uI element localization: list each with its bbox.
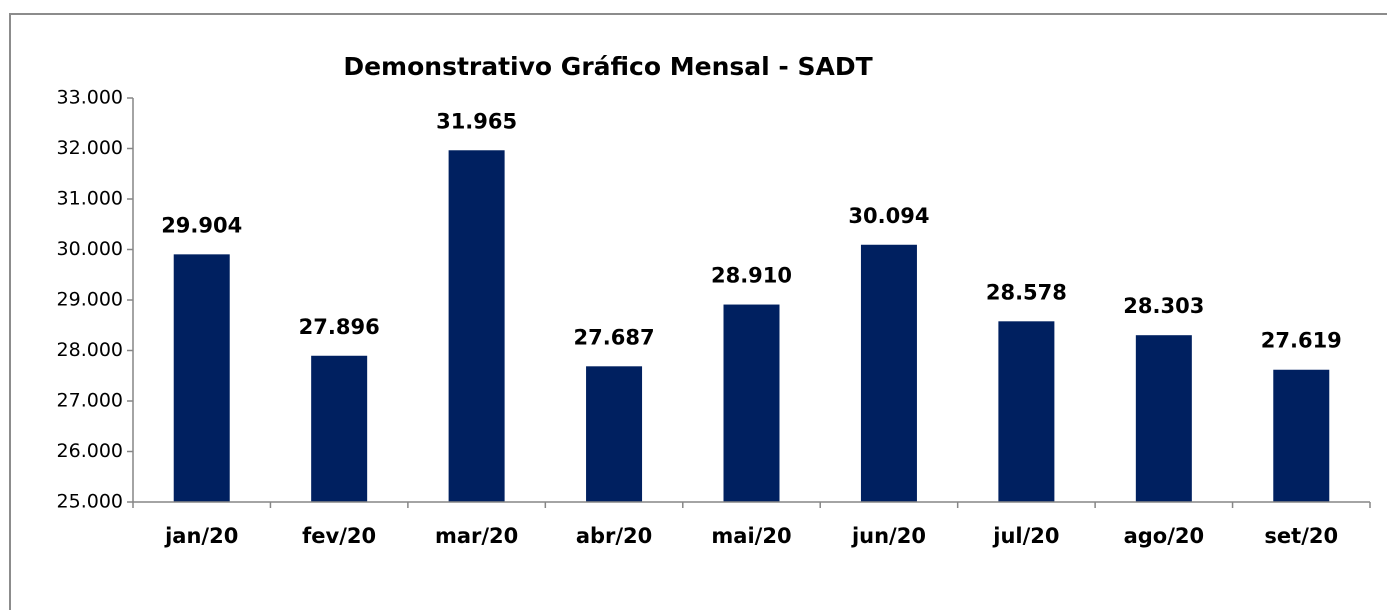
- x-tick-label: mai/20: [711, 524, 791, 548]
- bar: [998, 321, 1055, 502]
- x-tick-label: jan/20: [164, 524, 238, 548]
- x-tick-label: abr/20: [576, 524, 652, 548]
- x-tick-label: fev/20: [302, 524, 376, 548]
- y-tick-label: 32.000: [57, 137, 123, 159]
- value-label: 27.896: [299, 315, 380, 339]
- bar: [1135, 335, 1192, 502]
- bar: [586, 366, 643, 502]
- bar: [1273, 369, 1330, 502]
- y-tick-label: 29.000: [57, 289, 123, 311]
- x-tick-label: jul/20: [992, 524, 1059, 548]
- y-tick-label: 30.000: [57, 238, 123, 260]
- bar: [448, 150, 505, 502]
- x-tick-label: ago/20: [1124, 524, 1205, 548]
- bar: [860, 244, 917, 503]
- bar: [311, 355, 368, 502]
- x-tick-label: jun/20: [851, 524, 926, 548]
- value-label: 28.910: [711, 264, 792, 288]
- x-tick-label: set/20: [1264, 524, 1338, 548]
- x-tick-label: mar/20: [435, 524, 518, 548]
- y-tick-label: 25.000: [57, 491, 123, 513]
- y-tick-label: 27.000: [57, 390, 123, 412]
- value-label: 27.619: [1261, 329, 1342, 353]
- value-label: 29.904: [161, 213, 242, 237]
- value-label: 28.578: [986, 280, 1067, 304]
- value-label: 31.965: [436, 109, 517, 133]
- y-tick-label: 28.000: [57, 339, 123, 361]
- y-tick-label: 31.000: [57, 188, 123, 210]
- value-label: 27.687: [574, 325, 655, 349]
- value-label: 30.094: [848, 204, 929, 228]
- y-tick-label: 26.000: [57, 440, 123, 462]
- value-label: 28.303: [1123, 294, 1204, 318]
- bar: [723, 304, 780, 502]
- bar: [173, 254, 230, 502]
- chart-title: Demonstrativo Gráfico Mensal - SADT: [343, 52, 872, 81]
- frame: [9, 13, 1387, 610]
- y-tick-label: 33.000: [57, 87, 123, 109]
